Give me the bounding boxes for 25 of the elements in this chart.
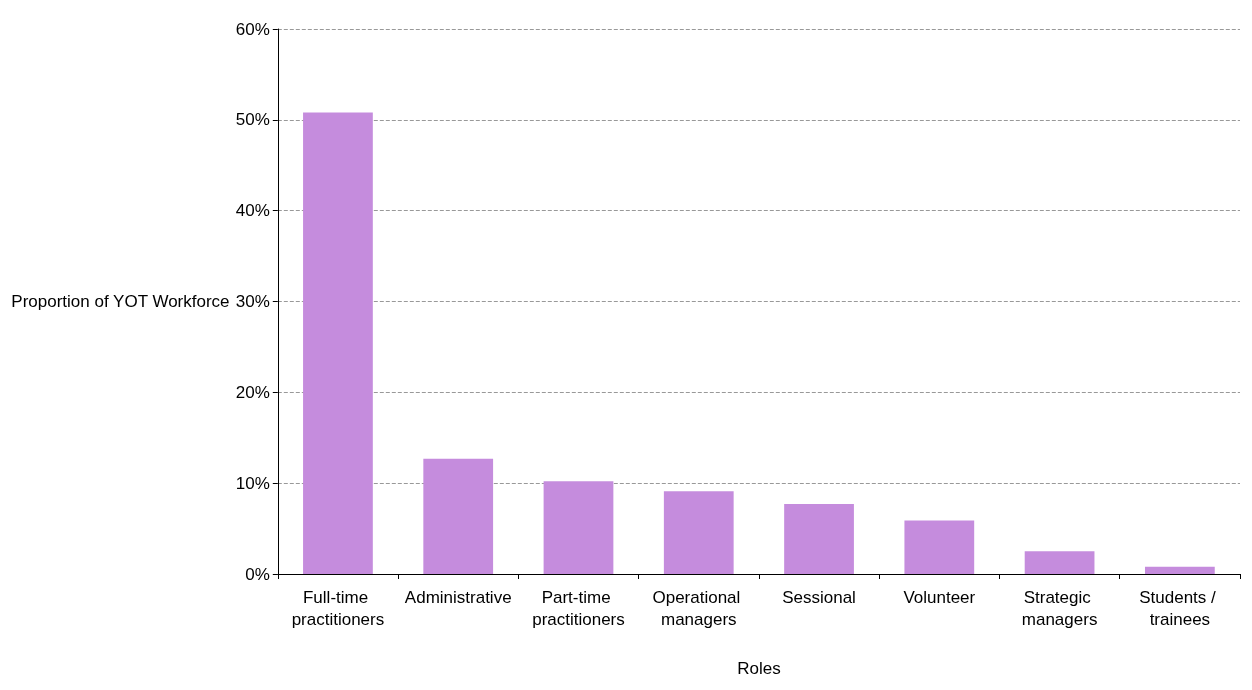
bar [1144, 566, 1215, 574]
y-tick-label: 50% [235, 110, 270, 130]
x-axis-title: Roles [737, 659, 781, 678]
x-tick-label: Administrative [404, 587, 512, 607]
x-tick-label: Full-time practitioners [291, 587, 385, 629]
x-tick-label: Strategic managers [1021, 587, 1098, 629]
bar [904, 520, 975, 574]
bar [423, 458, 494, 574]
bar [543, 481, 614, 574]
bar [784, 504, 854, 574]
y-tick-label: 60% [235, 19, 270, 39]
bar [303, 112, 373, 574]
x-tick-label: Part-time practitioners [532, 587, 625, 629]
x-tick-label: Operational managers [652, 587, 746, 629]
y-tick-label: 30% [235, 292, 270, 311]
y-tick-label: 0% [245, 564, 270, 584]
y-axis-title: Proportion of YOT Workforce [11, 292, 230, 311]
bar [663, 491, 734, 574]
y-tick-label: 40% [235, 201, 270, 221]
y-tick-label: 20% [235, 382, 270, 402]
x-tick-label: Volunteer [903, 587, 976, 607]
x-tick-label: Sessional [782, 587, 856, 607]
y-tick-label: 10% [235, 473, 270, 493]
bar [1024, 551, 1095, 574]
x-tick-label: Students / trainees [1139, 587, 1221, 629]
